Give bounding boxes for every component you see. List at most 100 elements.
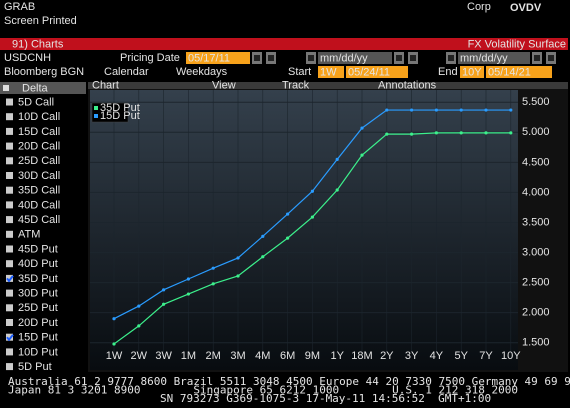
checkbox[interactable] — [6, 304, 13, 312]
checkbox[interactable] — [6, 289, 13, 297]
data-point — [236, 274, 240, 278]
checkbox[interactable] — [6, 172, 13, 179]
data-point — [484, 108, 488, 112]
delta-item[interactable]: 40D Call — [18, 199, 60, 211]
checkbox[interactable] — [6, 186, 13, 194]
menu-item[interactable]: 91) Charts — [12, 38, 64, 50]
field-label: Start — [288, 66, 311, 78]
checkbox[interactable] — [6, 260, 13, 268]
label: Screen Printed — [4, 15, 77, 27]
date-input[interactable]: mm/dd/yy — [320, 52, 368, 64]
checkbox[interactable] — [6, 230, 13, 238]
check-mark — [6, 334, 14, 342]
x-tick-label: 1W — [106, 350, 123, 362]
toolbar-item[interactable]: Annotations — [378, 79, 437, 91]
delta-item[interactable]: 15D Call — [18, 126, 60, 138]
data-point — [360, 153, 364, 157]
x-tick-label: 3M — [230, 350, 245, 362]
delta-item[interactable]: 35D Put — [18, 273, 58, 285]
checkbox[interactable] — [6, 245, 13, 253]
x-tick-label: 2Y — [380, 350, 394, 362]
data-point — [385, 108, 389, 112]
checkbox[interactable] — [6, 216, 13, 224]
icon-glyph — [534, 55, 540, 61]
icon-glyph — [254, 55, 260, 61]
data-point — [410, 108, 414, 112]
end-date-box[interactable] — [486, 66, 552, 78]
checkbox[interactable] — [6, 333, 13, 341]
collapse-icon[interactable] — [3, 85, 9, 91]
data-point — [434, 131, 438, 135]
y-tick-label: 2.000 — [522, 307, 550, 319]
checkbox[interactable] — [6, 98, 13, 106]
label: Corp — [467, 1, 491, 13]
delta-item[interactable]: 20D Call — [18, 141, 60, 153]
footer-line: Australia 61 2 9777 8600 Brazil 5511 304… — [8, 375, 570, 388]
date-input-box[interactable] — [318, 52, 392, 64]
x-tick-label: 3Y — [405, 350, 419, 362]
x-tick-label: 1M — [181, 350, 196, 362]
checkbox[interactable] — [6, 127, 13, 135]
checkbox[interactable] — [6, 348, 13, 356]
x-tick-label: 9M — [305, 350, 320, 362]
start-tenor-box[interactable] — [318, 66, 344, 78]
data-point — [137, 324, 141, 328]
checkbox[interactable] — [6, 274, 13, 282]
footer-line: Japan 81 3 3201 8900 Singapore 65 6212 1… — [8, 384, 570, 397]
data-point — [335, 157, 339, 161]
x-tick-label: 18M — [351, 350, 372, 362]
toolbar-item[interactable]: Track — [282, 79, 310, 91]
y-tick-label: 1.500 — [522, 337, 550, 349]
delta-item[interactable]: 15D Put — [18, 332, 58, 344]
end-date[interactable]: 05/14/21 — [488, 66, 531, 78]
delta-item[interactable]: 10D Put — [18, 346, 58, 358]
pricing-date[interactable]: 05/17/11 — [188, 52, 230, 64]
end-tenor-box[interactable] — [460, 66, 484, 78]
delta-item[interactable]: 35D Call — [18, 185, 60, 197]
date-input[interactable]: mm/dd/yy — [460, 52, 508, 64]
menu-bar — [0, 38, 568, 50]
checkbox[interactable] — [6, 319, 13, 326]
checkbox[interactable] — [6, 142, 13, 150]
icon-glyph — [448, 55, 454, 61]
delta-item[interactable]: 45D Call — [18, 214, 60, 226]
checkbox[interactable] — [6, 113, 13, 121]
x-tick-label: 10Y — [501, 350, 521, 362]
y-tick-label: 3.000 — [522, 246, 550, 258]
delta-item[interactable]: 40D Put — [18, 258, 58, 270]
end-tenor[interactable]: 10Y — [462, 66, 482, 78]
date-input-box[interactable] — [458, 52, 530, 64]
checkbox[interactable] — [6, 363, 13, 371]
data-point — [211, 282, 215, 286]
toolbar-item[interactable]: View — [212, 79, 236, 91]
delta-item[interactable]: 25D Call — [18, 155, 60, 167]
delta-item[interactable]: ATM — [18, 229, 40, 241]
data-point — [261, 255, 265, 259]
delta-item[interactable]: 45D Put — [18, 243, 58, 255]
start-date[interactable]: 05/24/11 — [348, 66, 390, 78]
delta-item[interactable]: 30D Put — [18, 288, 58, 300]
start-tenor[interactable]: 1W — [320, 66, 337, 78]
delta-item[interactable]: 25D Put — [18, 302, 58, 314]
data-point — [286, 212, 290, 216]
data-point — [509, 131, 513, 135]
y-tick-label: 2.500 — [522, 277, 550, 289]
toolbar-item[interactable]: Chart — [92, 79, 119, 91]
label: Weekdays — [176, 66, 228, 78]
delta-item[interactable]: 5D Put — [18, 361, 52, 373]
delta-item[interactable]: 20D Put — [18, 317, 58, 329]
checkbox[interactable] — [6, 157, 13, 165]
delta-item[interactable]: 10D Call — [18, 111, 60, 123]
pricing-date-box[interactable] — [186, 52, 250, 64]
data-point — [211, 266, 215, 270]
data-point — [186, 292, 190, 296]
delta-item[interactable]: 5D Call — [18, 96, 54, 108]
start-date-box[interactable] — [346, 66, 408, 78]
delta-item[interactable]: 30D Call — [18, 170, 60, 182]
data-point — [112, 342, 116, 346]
y-tick-label: 4.000 — [522, 186, 550, 198]
icon-glyph — [548, 55, 554, 61]
checkbox[interactable] — [6, 201, 13, 209]
data-point — [286, 236, 290, 240]
